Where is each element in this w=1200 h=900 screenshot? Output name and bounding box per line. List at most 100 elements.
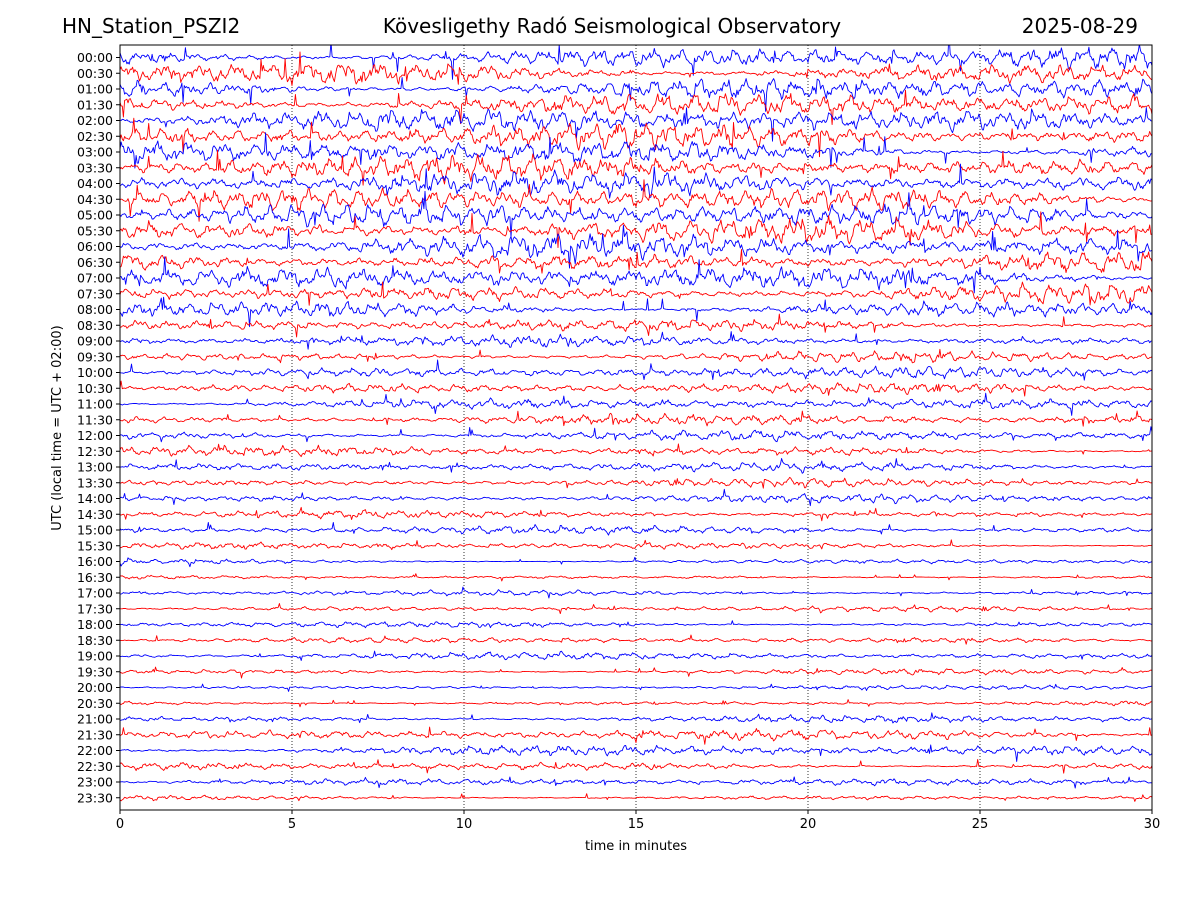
y-tick-label: 13:00	[77, 460, 113, 475]
y-tick-label: 18:30	[77, 633, 113, 648]
y-tick-label: 02:00	[77, 113, 113, 128]
y-tick-label: 10:30	[77, 381, 113, 396]
x-axis-label: time in minutes	[585, 839, 687, 854]
y-tick-label: 04:30	[77, 192, 113, 207]
y-tick-label: 03:00	[77, 145, 113, 160]
trace-line	[120, 488, 1152, 507]
y-tick-label: 07:00	[77, 271, 113, 286]
trace-line	[120, 281, 1152, 306]
trace-line	[120, 556, 1152, 568]
y-tick-label: 12:30	[77, 444, 113, 459]
seismic-traces	[120, 45, 1152, 802]
y-tick-label: 08:30	[77, 318, 113, 333]
y-tick-label: 06:00	[77, 239, 113, 254]
y-tick-label: 14:30	[77, 507, 113, 522]
y-tick-label: 16:30	[77, 570, 113, 585]
grid-lines	[291, 45, 981, 810]
trace-line	[120, 331, 1152, 350]
trace-line	[120, 410, 1152, 427]
y-tick-label: 12:00	[77, 428, 113, 443]
y-tick-label: 19:30	[77, 664, 113, 679]
trace-line	[120, 392, 1152, 416]
y-tick-label: 17:30	[77, 601, 113, 616]
trace-line	[120, 313, 1152, 338]
y-tick-label: 23:30	[77, 790, 113, 805]
trace-line	[120, 179, 1152, 222]
trace-line	[120, 683, 1152, 692]
y-axis-label: UTC (local time = UTC + 02:00)	[50, 325, 65, 530]
trace-line	[120, 296, 1152, 328]
trace-line	[120, 776, 1152, 789]
trace-line	[120, 348, 1152, 364]
trace-line	[120, 132, 1152, 169]
y-axis-ticks: 00:0000:3001:0001:3002:0002:3003:0003:30…	[77, 50, 120, 805]
trace-line	[120, 224, 1152, 269]
trace-line	[120, 458, 1152, 474]
trace-line	[120, 476, 1152, 489]
y-tick-label: 22:30	[77, 759, 113, 774]
trace-line	[120, 426, 1152, 443]
x-tick-label: 0	[116, 817, 124, 832]
trace-line	[120, 586, 1152, 599]
y-tick-label: 01:00	[77, 82, 113, 97]
y-tick-label: 10:00	[77, 365, 113, 380]
x-tick-label: 30	[1144, 817, 1161, 832]
station-name: HN_Station_PSZI2	[62, 14, 241, 38]
y-tick-label: 14:00	[77, 491, 113, 506]
trace-line	[120, 726, 1152, 745]
trace-line	[120, 45, 1152, 80]
trace-line	[120, 443, 1152, 458]
trace-line	[120, 149, 1152, 186]
y-tick-label: 09:30	[77, 349, 113, 364]
trace-line	[120, 758, 1152, 774]
trace-line	[120, 211, 1152, 249]
y-tick-label: 06:30	[77, 255, 113, 270]
trace-line	[120, 248, 1152, 274]
x-axis-ticks: 0 5 10 15 20 25 30	[116, 810, 1160, 832]
y-tick-label: 02:30	[77, 129, 113, 144]
y-tick-label: 04:00	[77, 176, 113, 191]
x-tick-label: 20	[800, 817, 817, 832]
y-tick-label: 09:00	[77, 334, 113, 349]
y-tick-label: 15:00	[77, 523, 113, 538]
trace-line	[120, 793, 1152, 802]
y-tick-label: 20:00	[77, 680, 113, 695]
y-tick-label: 16:00	[77, 554, 113, 569]
y-tick-label: 00:30	[77, 66, 113, 81]
y-tick-label: 13:30	[77, 475, 113, 490]
y-tick-label: 11:30	[77, 412, 113, 427]
observatory-title: Kövesligethy Radó Seismological Observat…	[382, 14, 842, 38]
trace-line	[120, 650, 1152, 661]
y-tick-label: 00:00	[77, 50, 113, 65]
trace-line	[120, 359, 1152, 381]
trace-line	[120, 107, 1152, 142]
trace-line	[120, 380, 1152, 397]
x-tick-label: 5	[288, 817, 296, 832]
y-tick-label: 23:00	[77, 775, 113, 790]
trace-line	[120, 666, 1152, 679]
y-tick-label: 01:30	[77, 97, 113, 112]
record-date: 2025-08-29	[1021, 14, 1138, 38]
y-tick-label: 21:30	[77, 727, 113, 742]
y-tick-label: 19:00	[77, 649, 113, 664]
y-tick-label: 17:00	[77, 586, 113, 601]
trace-line	[120, 521, 1152, 536]
y-tick-label: 21:00	[77, 712, 113, 727]
y-tick-label: 07:30	[77, 286, 113, 301]
trace-line	[120, 89, 1152, 126]
trace-line	[120, 117, 1152, 158]
trace-line	[120, 699, 1152, 708]
y-tick-label: 20:30	[77, 696, 113, 711]
y-tick-label: 11:00	[77, 397, 113, 412]
x-tick-label: 15	[628, 817, 645, 832]
y-tick-label: 05:30	[77, 223, 113, 238]
x-tick-label: 10	[456, 817, 473, 832]
trace-line	[120, 506, 1152, 522]
trace-line	[120, 77, 1152, 112]
y-tick-label: 03:30	[77, 160, 113, 175]
trace-line	[120, 573, 1152, 582]
y-tick-label: 15:30	[77, 538, 113, 553]
trace-line	[120, 603, 1152, 615]
trace-line	[120, 163, 1152, 199]
